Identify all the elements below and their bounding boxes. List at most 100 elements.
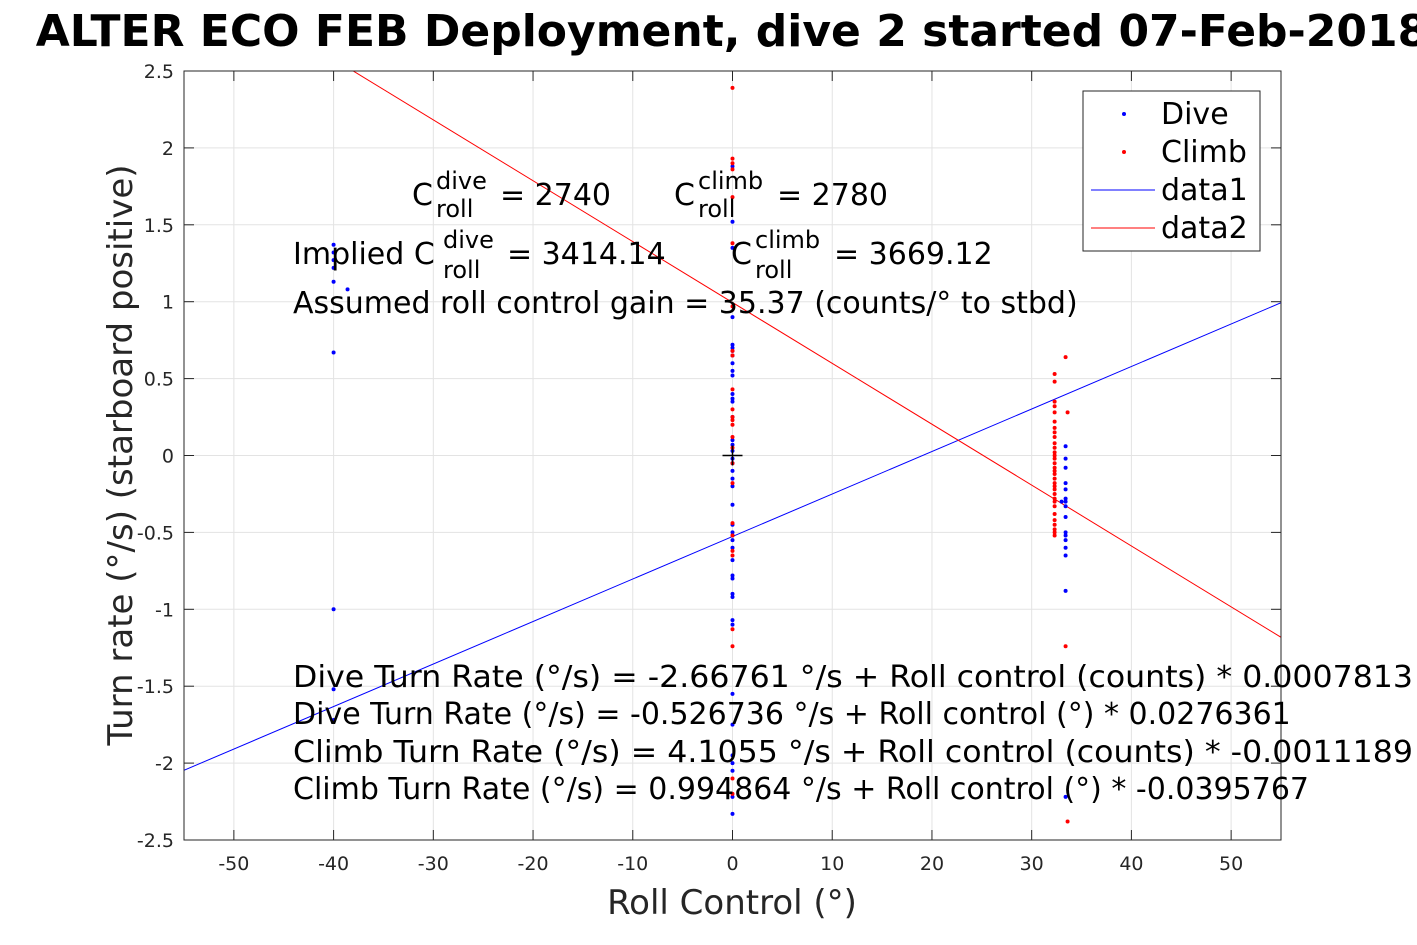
legend-label: Dive [1161, 97, 1229, 132]
dive-point [730, 245, 735, 250]
dive-point [730, 391, 735, 396]
dive-point [1063, 530, 1068, 535]
y-tick-label: 1.5 [144, 215, 174, 237]
climb-point [730, 553, 735, 558]
climb-point [730, 533, 735, 538]
dive-point [730, 476, 735, 481]
x-tick-label: -10 [617, 853, 648, 875]
dive-point [730, 573, 735, 578]
dive-point [730, 794, 735, 799]
x-axis-label: Roll Control (°) [607, 883, 857, 923]
dive-point [1063, 538, 1068, 543]
climb-point [730, 627, 735, 632]
y-tick-label: 2.5 [144, 61, 174, 83]
dive-point [331, 607, 336, 612]
annotation-gain: Assumed roll control gain = 35.37 (count… [293, 286, 1078, 321]
climb-point [730, 156, 735, 161]
legend-label: Climb [1161, 135, 1247, 170]
dive-point [730, 164, 735, 169]
annotation-subscript: roll [436, 195, 473, 223]
dive-point [730, 502, 735, 507]
annotation-implied-dive: Implied C dive roll = 3414.14 [293, 226, 666, 284]
x-tick-label: 10 [820, 853, 844, 875]
climb-point [1052, 487, 1057, 492]
plot-frame [183, 70, 1282, 841]
dive-point [730, 761, 735, 766]
climb-point [730, 353, 735, 358]
annotation-superscript: climb [755, 226, 820, 254]
dive-point [730, 768, 735, 773]
climb-point [1052, 533, 1057, 538]
climb-point [1052, 371, 1057, 376]
dive-point [331, 242, 336, 247]
dive-point [730, 373, 735, 378]
data-points [331, 85, 1070, 824]
dive-point [730, 576, 735, 581]
chart-title: ALTER ECO FEB Deployment, dive 2 started… [36, 6, 1417, 57]
climb-point [730, 422, 735, 427]
climb-point [1052, 522, 1057, 527]
annotation-subscript: roll [755, 256, 792, 284]
annotation-c-climb: C climb roll = 2780 [674, 167, 888, 223]
x-tick-label: 0 [726, 853, 738, 875]
climb-point [730, 387, 735, 392]
climb-point [1065, 410, 1070, 415]
legend-marker-climb [1122, 150, 1126, 154]
annotation-superscript: dive [443, 226, 494, 254]
y-tick-label: -1.5 [137, 676, 174, 698]
dive-point [730, 538, 735, 543]
dive-point [730, 484, 735, 489]
dive-point [1063, 515, 1068, 520]
dive-point [1063, 545, 1068, 550]
climb-point [1052, 496, 1057, 501]
x-tick-label: 20 [920, 853, 944, 875]
y-tick-label: -0.5 [137, 522, 174, 544]
y-tick-label: 2 [162, 138, 174, 160]
climb-point [1052, 461, 1057, 466]
legend-box [1082, 90, 1261, 252]
dive-point [730, 438, 735, 443]
climb-point [1052, 465, 1057, 470]
climb-point [1052, 399, 1057, 404]
climb-point [1052, 491, 1057, 496]
fit-line-data2 [352, 71, 1281, 638]
dive-point [730, 219, 735, 224]
x-tick-label: 30 [1020, 853, 1044, 875]
dive-point [1063, 496, 1068, 501]
climb-point [1052, 430, 1057, 435]
climb-point [1052, 504, 1057, 509]
dive-point [1059, 499, 1064, 504]
y-tick-label: -2.5 [137, 830, 174, 852]
dive-point [1063, 487, 1068, 492]
annotation-value: = 2740 [500, 178, 611, 213]
climb-point [1052, 527, 1057, 532]
dive-point [730, 753, 735, 758]
climb-point [1052, 484, 1057, 489]
dive-point [1063, 444, 1068, 449]
climb-point [730, 161, 735, 166]
y-tick-label: -1 [155, 599, 174, 621]
dive-point [730, 594, 735, 599]
equation-dive-degrees: Dive Turn Rate (°/s) = -0.526736 °/s + R… [293, 697, 1291, 732]
dive-point [1063, 499, 1068, 504]
dive-point [1063, 465, 1068, 470]
annotation-value: = 3414.14 [507, 237, 666, 272]
legend-marker-dive [1122, 112, 1126, 116]
x-tick-label: -30 [418, 853, 449, 875]
equation-dive-counts: Dive Turn Rate (°/s) = -2.66761 °/s + Ro… [293, 660, 1413, 695]
axis-ticks [184, 70, 1281, 841]
dive-point [730, 722, 735, 727]
climb-point [1052, 530, 1057, 535]
annotation-subscript: roll [443, 256, 480, 284]
svg-text:C dive: C dive [412, 167, 487, 213]
dive-point [730, 442, 735, 447]
legend-label: data1 [1161, 173, 1248, 208]
dive-point [730, 558, 735, 563]
climb-point [1052, 499, 1057, 504]
climb-point [1052, 450, 1057, 455]
climb-point [1052, 425, 1057, 430]
climb-point [730, 548, 735, 553]
climb-point [1052, 471, 1057, 476]
climb-point [1052, 404, 1057, 409]
annotation-value: = 2780 [777, 178, 888, 213]
